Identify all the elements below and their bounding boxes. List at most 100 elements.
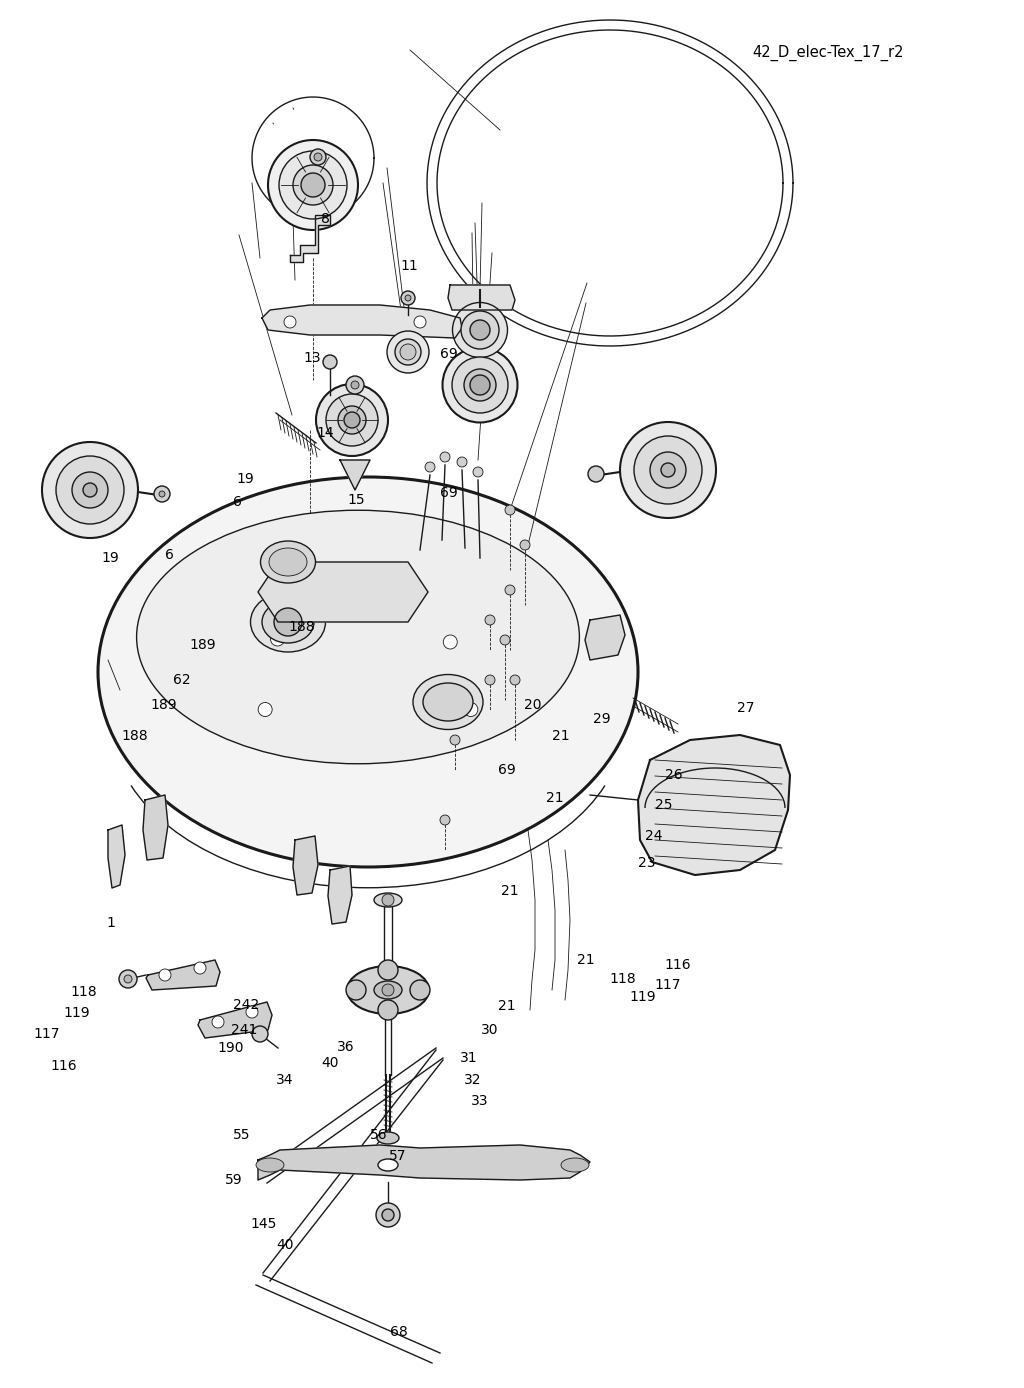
Circle shape [378,960,398,980]
Polygon shape [198,1002,272,1038]
Circle shape [500,634,510,645]
Circle shape [414,316,426,328]
Text: 69: 69 [439,347,458,361]
Ellipse shape [293,165,333,205]
Text: 69: 69 [498,763,516,777]
Circle shape [464,702,478,716]
Text: 36: 36 [337,1040,355,1053]
Ellipse shape [452,357,508,414]
Text: 55: 55 [232,1128,251,1142]
Polygon shape [340,459,370,490]
Circle shape [473,466,483,477]
Circle shape [520,540,530,550]
Text: 59: 59 [224,1173,243,1187]
Polygon shape [328,866,352,924]
Circle shape [124,974,132,983]
Circle shape [159,969,171,981]
Circle shape [588,466,604,482]
Circle shape [314,153,322,161]
Ellipse shape [260,541,315,583]
Text: 13: 13 [303,351,322,365]
Circle shape [194,962,206,974]
Circle shape [457,457,467,466]
Ellipse shape [268,140,358,230]
Text: 21: 21 [552,729,570,743]
Circle shape [440,815,450,824]
Text: 62: 62 [173,673,191,687]
Ellipse shape [374,892,402,906]
Ellipse shape [453,303,508,358]
Polygon shape [638,736,790,874]
Polygon shape [258,562,428,622]
Text: 21: 21 [501,884,519,898]
Polygon shape [108,824,125,888]
Polygon shape [143,795,168,861]
Text: 188: 188 [289,620,315,634]
Ellipse shape [561,1158,589,1171]
Text: 14: 14 [316,426,335,440]
Text: 29: 29 [593,712,611,726]
Circle shape [323,355,337,369]
Text: 57: 57 [388,1149,407,1163]
Text: 188: 188 [122,729,148,743]
Text: 145: 145 [250,1217,276,1231]
Circle shape [505,584,515,595]
Circle shape [662,464,675,477]
Text: 21: 21 [577,954,595,967]
Ellipse shape [347,966,429,1015]
Text: 21: 21 [546,791,564,805]
Text: 25: 25 [654,798,673,812]
Polygon shape [146,960,220,990]
Text: 241: 241 [230,1023,257,1037]
Circle shape [470,321,490,340]
Text: 189: 189 [189,638,216,652]
Circle shape [310,149,326,165]
Circle shape [650,452,686,489]
Text: 27: 27 [736,701,755,715]
Circle shape [410,980,430,999]
Ellipse shape [269,548,307,576]
Text: 40: 40 [275,1238,294,1252]
Circle shape [72,472,108,508]
Circle shape [400,344,416,359]
Polygon shape [258,1145,590,1180]
Circle shape [119,970,137,988]
Circle shape [510,675,520,686]
Ellipse shape [395,339,421,365]
Ellipse shape [136,511,580,763]
Text: 26: 26 [665,768,683,781]
Circle shape [620,422,716,518]
Text: 40: 40 [321,1056,339,1070]
Text: 1: 1 [106,916,115,930]
Ellipse shape [464,369,496,401]
Circle shape [634,436,702,504]
Ellipse shape [378,1159,398,1171]
Circle shape [505,505,515,515]
Text: 118: 118 [609,972,636,985]
Polygon shape [585,615,625,661]
Text: 68: 68 [390,1326,409,1339]
Text: 119: 119 [63,1006,90,1020]
Circle shape [252,1026,268,1042]
Text: 19: 19 [237,472,255,486]
Ellipse shape [442,347,517,422]
Circle shape [212,1016,224,1029]
Circle shape [246,1006,258,1017]
Ellipse shape [423,683,473,720]
Text: 6: 6 [165,548,173,562]
Polygon shape [293,836,318,895]
Circle shape [344,412,360,428]
Text: 11: 11 [400,260,419,273]
Ellipse shape [338,407,366,434]
Circle shape [382,1209,394,1221]
Circle shape [301,174,325,197]
Circle shape [154,486,170,502]
Ellipse shape [256,1158,284,1171]
Text: 116: 116 [665,958,691,972]
Circle shape [485,615,495,625]
Text: 30: 30 [480,1023,499,1037]
Ellipse shape [413,675,483,730]
Text: 23: 23 [638,856,656,870]
Text: 56: 56 [370,1128,388,1142]
Circle shape [56,457,124,525]
